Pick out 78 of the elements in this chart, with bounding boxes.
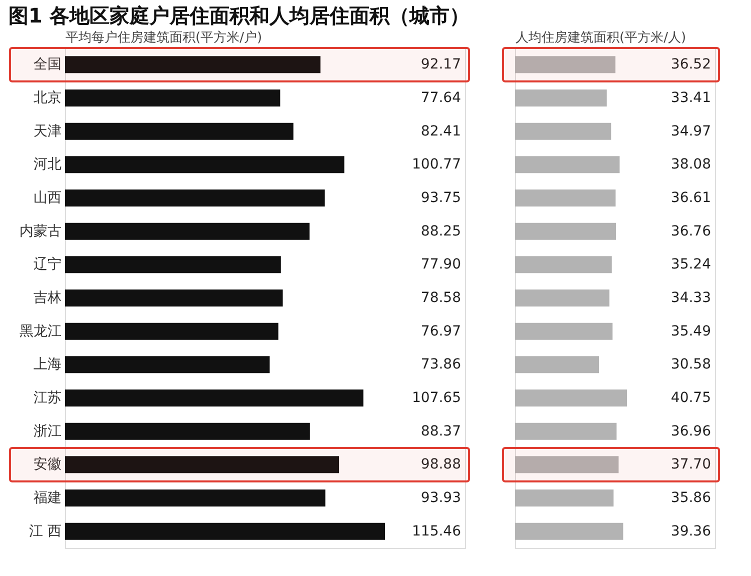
data-label: 73.86 (420, 356, 462, 373)
bar (515, 456, 619, 474)
bar (65, 56, 320, 74)
bar (515, 122, 612, 140)
bar (515, 522, 624, 540)
y-tick-label: 河北 (34, 156, 62, 173)
y-tick-label: 内蒙古 (20, 223, 62, 240)
bar (65, 90, 280, 106)
data-label: 88.37 (420, 423, 461, 440)
y-tick-label: 福建 (34, 490, 62, 506)
bar (515, 290, 610, 306)
data-label: 36.52 (670, 56, 711, 73)
data-label: 93.75 (420, 190, 461, 206)
y-tick-label: 全国 (34, 56, 62, 73)
data-label: 35.49 (670, 323, 711, 340)
data-label: 88.25 (420, 223, 461, 240)
x-axis-title: 平均每户住房建筑面积(平方米/户) (66, 30, 262, 46)
bar (515, 190, 616, 206)
chart-title: 图1 各地区家庭户居住面积和人均居住面积（城市） (8, 4, 470, 28)
bar (515, 256, 612, 274)
bar (515, 56, 616, 74)
data-label: 107.65 (412, 390, 461, 406)
bar (515, 390, 627, 406)
y-tick-label: 黑龙江 (20, 323, 62, 340)
y-tick-label: 山西 (34, 190, 62, 206)
data-label: 77.64 (420, 90, 462, 106)
data-label: 36.61 (670, 190, 711, 206)
data-label: 100.77 (412, 156, 461, 173)
bar (65, 190, 325, 206)
data-label: 34.33 (670, 290, 711, 306)
data-label: 115.46 (412, 523, 462, 540)
bar (515, 490, 614, 506)
bar (65, 322, 278, 340)
y-tick-label: 吉林 (34, 290, 62, 306)
bar (65, 522, 385, 540)
data-label: 98.88 (420, 456, 461, 473)
data-label: 36.96 (670, 423, 712, 440)
y-tick-label: 浙江 (34, 423, 62, 440)
bar (515, 322, 613, 340)
bar (65, 490, 326, 506)
data-label: 35.24 (670, 256, 712, 273)
y-tick-label: 辽宁 (34, 256, 62, 273)
y-tick-label: 天津 (34, 123, 62, 140)
bar (65, 222, 310, 240)
data-label: 30.58 (670, 356, 711, 373)
y-tick-label: 安徽 (34, 456, 62, 473)
bar (65, 422, 310, 440)
data-label: 36.76 (670, 223, 712, 240)
bar (515, 422, 617, 440)
bar (65, 156, 344, 174)
bar (65, 256, 281, 274)
bar (65, 390, 364, 406)
data-label: 37.70 (670, 456, 711, 473)
data-label: 78.58 (420, 290, 461, 306)
data-label: 35.86 (670, 490, 712, 506)
y-tick-label: 上海 (34, 356, 62, 373)
y-tick-label: 北京 (34, 90, 62, 106)
bar (65, 356, 270, 374)
bar (515, 222, 616, 240)
bar (515, 356, 600, 374)
data-label: 82.41 (420, 123, 461, 140)
data-label: 38.08 (670, 156, 711, 173)
y-tick-label: 江 西 (29, 523, 62, 540)
data-label: 92.17 (420, 56, 461, 73)
data-label: 33.41 (670, 90, 711, 106)
data-label: 34.97 (670, 123, 711, 140)
data-label: 76.97 (420, 323, 461, 340)
data-label: 93.93 (420, 490, 461, 506)
bar (515, 90, 607, 106)
bar (65, 290, 283, 306)
bar (65, 456, 340, 474)
bar (65, 122, 294, 140)
bar (515, 156, 620, 174)
data-label: 39.36 (670, 523, 712, 540)
y-tick-label: 江苏 (34, 390, 62, 406)
data-label: 40.75 (670, 390, 711, 406)
x-axis-title: 人均住房建筑面积(平方米/人) (516, 30, 686, 46)
data-label: 77.90 (420, 256, 461, 273)
